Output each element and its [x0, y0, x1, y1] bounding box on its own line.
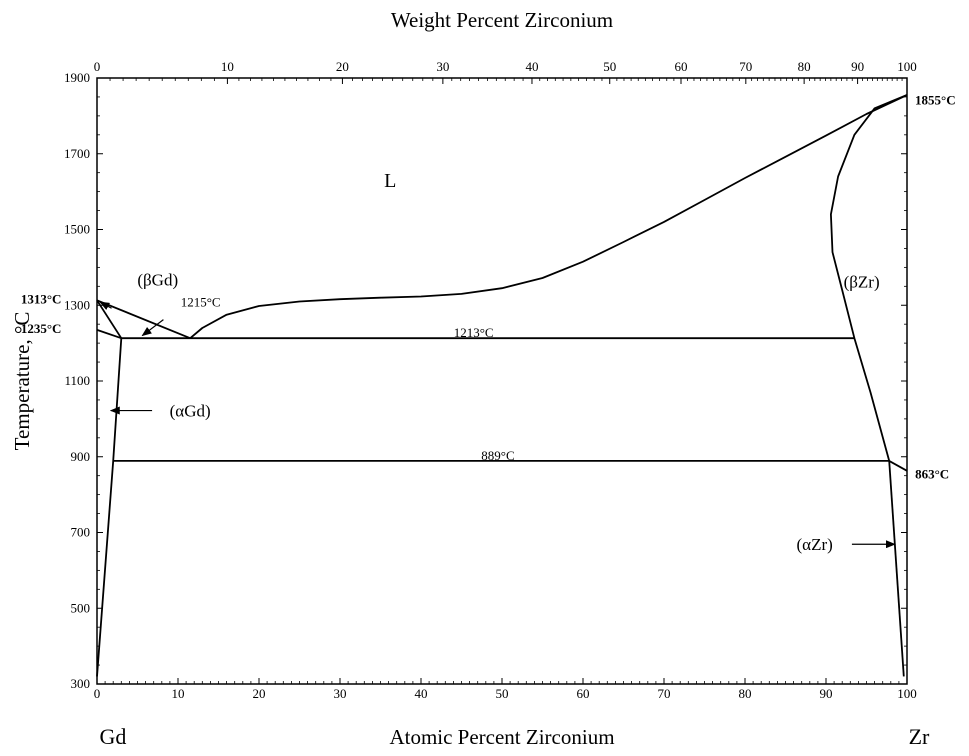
y-tick-label: 900 [71, 449, 91, 464]
top-tick-label: 20 [336, 59, 349, 74]
annotation-label: 1235°C [21, 321, 62, 336]
phase-boundary-3 [96, 329, 122, 340]
right-component-label: Zr [909, 724, 930, 749]
annotations: L (βGd) (βZr) (αGd) (αZr) 1215°C 1213°C 889°C 13… [21, 92, 956, 554]
phase-boundary-1 [96, 299, 191, 340]
y-tick-label: 700 [71, 525, 91, 540]
phase-boundary-2 [830, 94, 908, 472]
y-axis-title: Temperature, °C [10, 312, 34, 451]
annotation-label: 889°C [481, 448, 514, 463]
annotation-label: 1855°C [915, 92, 956, 107]
label-arrow-0 [99, 301, 112, 310]
x-tick-label: 30 [334, 686, 347, 701]
annotation-label: 863°C [915, 467, 949, 482]
x-axis-title: Atomic Percent Zirconium [389, 725, 614, 749]
top-tick-label: 10 [221, 59, 234, 74]
top-tick-label: 30 [436, 59, 449, 74]
x-tick-label: 40 [415, 686, 428, 701]
left-component-label: Gd [100, 724, 127, 749]
top-tick-label: 50 [603, 59, 616, 74]
label-arrows [99, 301, 896, 549]
phase-boundaries [96, 94, 908, 677]
y-tick-label: 1100 [64, 373, 90, 388]
annotation-label: 1213°C [454, 325, 494, 340]
x-tick-label: 100 [897, 686, 917, 701]
x-tick-label: 0 [94, 686, 101, 701]
y-tick-label: 1500 [64, 222, 90, 237]
x-tick-label: 60 [577, 686, 590, 701]
y-tick-label: 500 [71, 600, 91, 615]
top-tick-label: 100 [897, 59, 917, 74]
y-tick-label: 1900 [64, 70, 90, 85]
tick-labels: 0 10 20 30 40 50 60 70 80 90 100 0 10 20 30 40 50 60 70 80 9… [64, 59, 917, 701]
top-tick-label: 0 [94, 59, 101, 74]
annotation-label: (αZr) [797, 535, 833, 554]
top-axis-title: Weight Percent Zirconium [391, 8, 613, 32]
x-tick-label: 20 [253, 686, 266, 701]
annotation-label: L [384, 170, 396, 192]
annotation-label: (αGd) [170, 401, 211, 420]
x-tick-label: 10 [172, 686, 185, 701]
annotation-label: 1313°C [21, 291, 62, 306]
phase-boundary-5 [96, 338, 123, 677]
x-tick-label: 70 [658, 686, 671, 701]
top-tick-label: 80 [798, 59, 811, 74]
tick-marks [96, 77, 908, 685]
annotation-label: (βZr) [844, 273, 880, 292]
annotation-label: (βGd) [137, 270, 178, 289]
top-tick-label: 90 [851, 59, 864, 74]
x-tick-label: 80 [739, 686, 752, 701]
annotation-label: 1215°C [181, 295, 221, 310]
top-tick-label: 40 [525, 59, 538, 74]
label-arrow-1 [141, 319, 164, 337]
y-tick-label: 300 [71, 676, 91, 691]
x-tick-label: 50 [496, 686, 509, 701]
top-tick-label: 60 [675, 59, 688, 74]
top-tick-label: 70 [739, 59, 752, 74]
phase-boundary-6 [888, 460, 905, 677]
phase-boundary-0 [189, 94, 908, 339]
y-tick-label: 1300 [64, 297, 90, 312]
x-tick-label: 90 [820, 686, 833, 701]
plot-frame [96, 77, 908, 685]
y-tick-label: 1700 [64, 146, 90, 161]
